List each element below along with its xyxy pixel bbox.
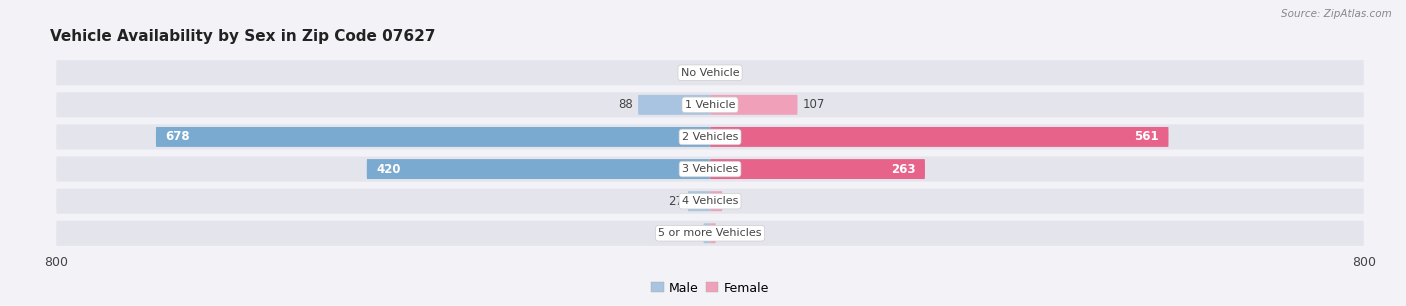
FancyBboxPatch shape	[56, 157, 1364, 181]
Text: 8: 8	[692, 227, 699, 240]
FancyBboxPatch shape	[710, 159, 925, 179]
FancyBboxPatch shape	[710, 191, 723, 211]
Text: 0: 0	[714, 66, 723, 79]
Text: 15: 15	[727, 195, 742, 208]
FancyBboxPatch shape	[56, 60, 1364, 85]
FancyBboxPatch shape	[56, 221, 1364, 246]
Text: 5 or more Vehicles: 5 or more Vehicles	[658, 228, 762, 238]
FancyBboxPatch shape	[638, 95, 710, 115]
Text: 27: 27	[668, 195, 683, 208]
Text: 678: 678	[166, 130, 190, 144]
Text: 420: 420	[377, 162, 401, 176]
Text: 107: 107	[803, 98, 825, 111]
Text: 561: 561	[1135, 130, 1159, 144]
FancyBboxPatch shape	[688, 191, 710, 211]
Text: 2 Vehicles: 2 Vehicles	[682, 132, 738, 142]
FancyBboxPatch shape	[710, 95, 797, 115]
FancyBboxPatch shape	[156, 127, 710, 147]
FancyBboxPatch shape	[710, 223, 716, 243]
Text: Source: ZipAtlas.com: Source: ZipAtlas.com	[1281, 9, 1392, 19]
Text: No Vehicle: No Vehicle	[681, 68, 740, 78]
FancyBboxPatch shape	[56, 125, 1364, 149]
Legend: Male, Female: Male, Female	[647, 277, 773, 300]
Text: 7: 7	[721, 227, 728, 240]
FancyBboxPatch shape	[56, 188, 1364, 214]
Text: 88: 88	[619, 98, 633, 111]
FancyBboxPatch shape	[710, 127, 1168, 147]
Text: 4 Vehicles: 4 Vehicles	[682, 196, 738, 206]
FancyBboxPatch shape	[56, 92, 1364, 118]
Text: 263: 263	[890, 162, 915, 176]
FancyBboxPatch shape	[367, 159, 710, 179]
Text: 3 Vehicles: 3 Vehicles	[682, 164, 738, 174]
Text: 0: 0	[697, 66, 706, 79]
FancyBboxPatch shape	[703, 223, 710, 243]
Text: Vehicle Availability by Sex in Zip Code 07627: Vehicle Availability by Sex in Zip Code …	[49, 29, 436, 44]
Text: 1 Vehicle: 1 Vehicle	[685, 100, 735, 110]
